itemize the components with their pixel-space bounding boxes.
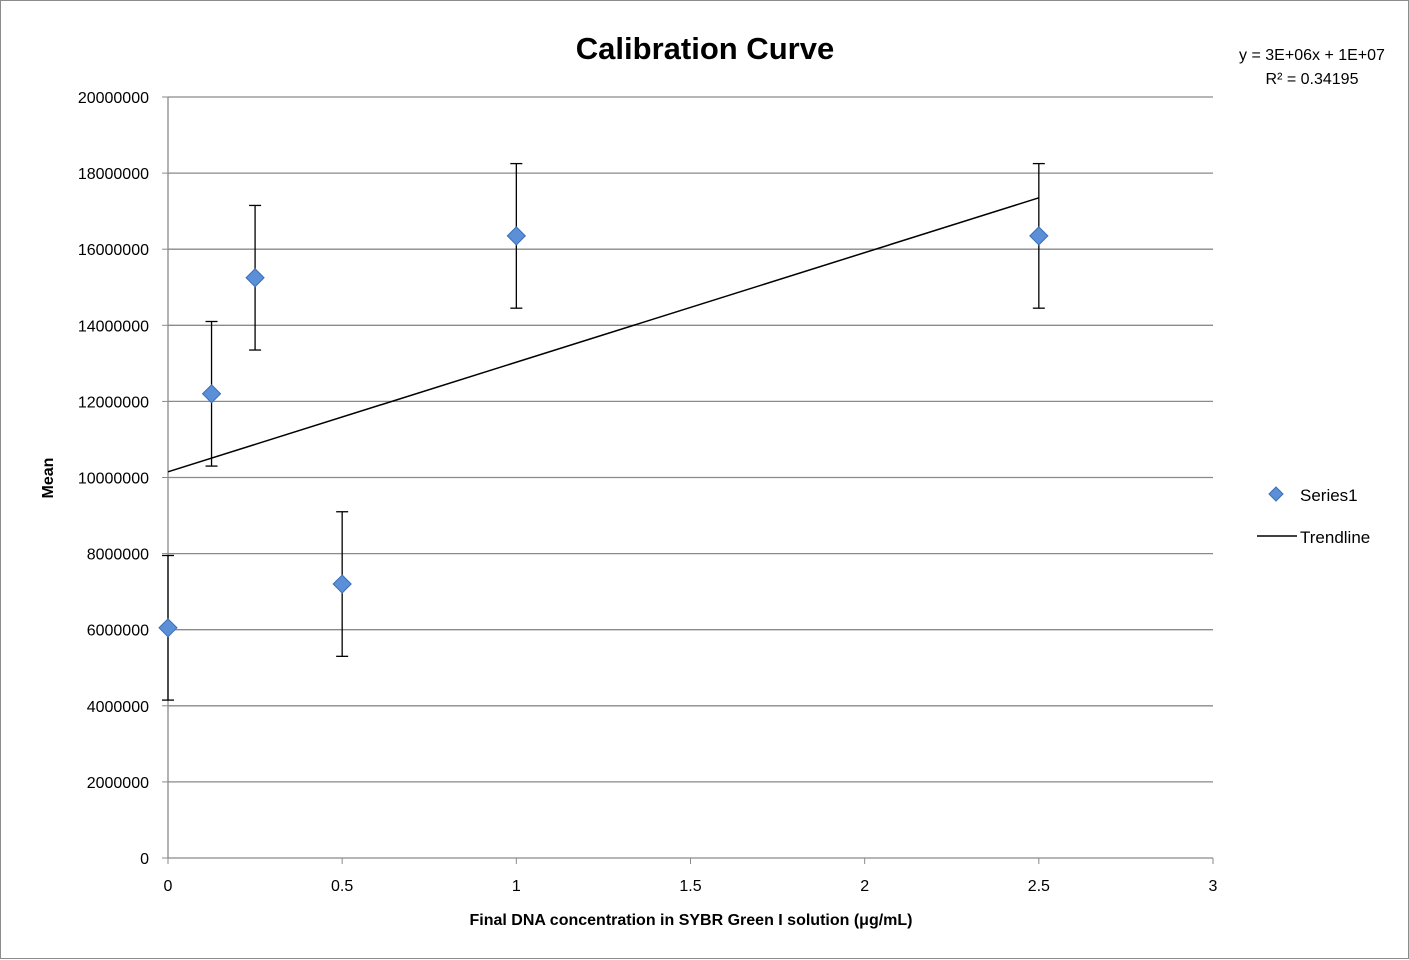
y-tick-label-4: 8000000 — [87, 547, 149, 564]
legend-series1-label: Series1 — [1300, 486, 1358, 505]
y-tick-label-3: 6000000 — [87, 623, 149, 640]
x-tick-label-0: 0 — [164, 878, 173, 895]
x-tick-label-2: 1 — [512, 878, 521, 895]
x-axis-label: Final DNA concentration in SYBR Green I … — [470, 912, 913, 929]
y-tick-label-6: 12000000 — [78, 394, 149, 411]
data-point-0 — [158, 618, 178, 638]
x-tick-label-5: 2.5 — [1028, 878, 1050, 895]
data-point-4 — [506, 226, 527, 246]
trendline-r-squared: R² = 0.34195 — [1266, 71, 1359, 88]
axes — [162, 96, 1214, 864]
x-tick-label-1: 0.5 — [331, 878, 353, 895]
trendline — [167, 197, 1040, 473]
trendline-layer — [167, 197, 1040, 473]
trendline-equation: y = 3E+06x + 1E+07 — [1239, 47, 1385, 64]
x-tick-label-6: 3 — [1209, 878, 1218, 895]
data-point-5 — [1029, 226, 1049, 246]
y-tick-label-0: 0 — [140, 851, 149, 868]
x-tick-labels: 0 0.5 1 1.5 2 2.5 3 — [164, 878, 1218, 895]
y-tick-label-2: 4000000 — [87, 699, 149, 716]
y-tick-label-1: 2000000 — [87, 775, 149, 792]
legend: Series1 Trendline — [1257, 486, 1370, 547]
y-tick-label-10: 20000000 — [78, 90, 149, 107]
data-points — [158, 226, 1049, 638]
x-tick-label-3: 1.5 — [679, 878, 701, 895]
y-tick-label-9: 18000000 — [78, 166, 149, 183]
data-point-2 — [245, 268, 265, 288]
y-tick-labels: 0 2000000 4000000 6000000 8000000 10000000 120… — [78, 90, 149, 868]
chart-title: Calibration Curve — [576, 31, 834, 66]
legend-trendline-label: Trendline — [1300, 528, 1370, 547]
gridlines — [168, 96, 1213, 783]
y-tick-label-5: 10000000 — [78, 471, 149, 488]
legend-series1-marker — [1268, 486, 1284, 502]
y-tick-label-8: 16000000 — [78, 242, 149, 259]
y-tick-label-7: 14000000 — [78, 318, 149, 335]
data-point-3 — [332, 574, 352, 594]
data-point-1 — [201, 384, 222, 404]
y-axis-label: Mean — [40, 458, 57, 499]
x-tick-label-4: 2 — [860, 878, 869, 895]
